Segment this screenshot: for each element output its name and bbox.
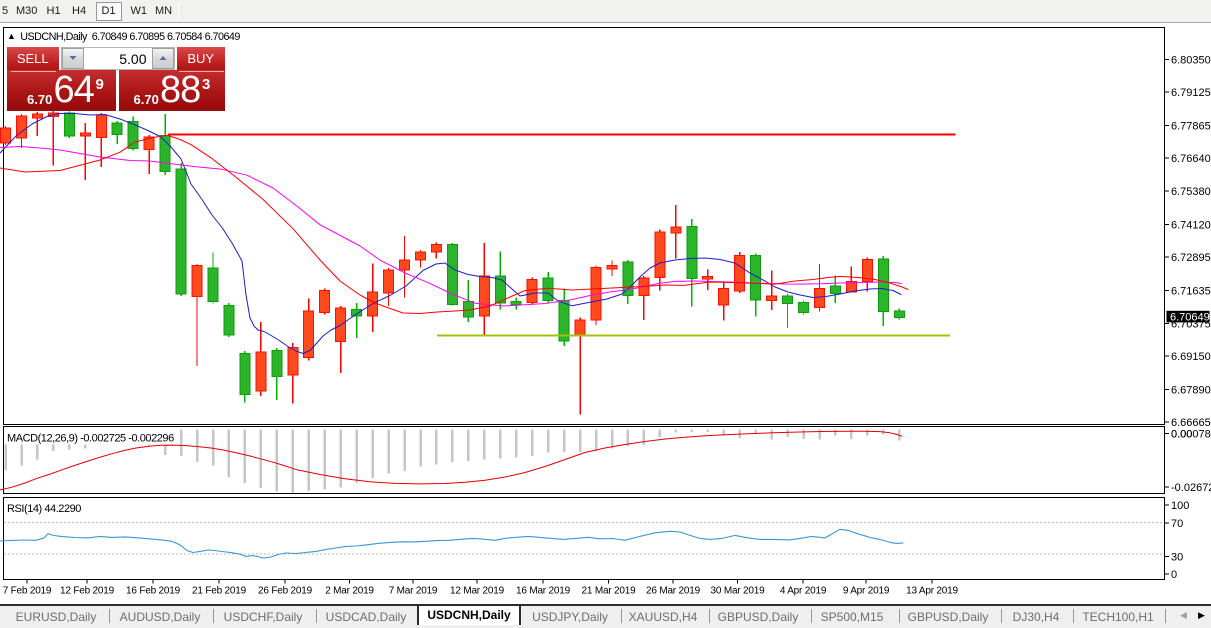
svg-text:2 Mar 2019: 2 Mar 2019: [325, 586, 374, 597]
svg-text:30 Mar 2019: 30 Mar 2019: [711, 586, 766, 597]
svg-text:6.77865: 6.77865: [1171, 120, 1211, 132]
svg-text:0.000782: 0.000782: [1171, 429, 1211, 441]
svg-text:6.67890: 6.67890: [1171, 385, 1211, 397]
svg-text:MACD(12,26,9) -0.002725 -0.002: MACD(12,26,9) -0.002725 -0.002296: [7, 433, 174, 445]
svg-text:16 Feb 2019: 16 Feb 2019: [126, 586, 181, 597]
svg-text:30: 30: [1171, 552, 1183, 564]
svg-text:7 Feb 2019: 7 Feb 2019: [3, 586, 52, 597]
svg-text:6.71635: 6.71635: [1171, 285, 1211, 297]
svg-text:26 Mar 2019: 26 Mar 2019: [646, 586, 701, 597]
svg-text:6.76640: 6.76640: [1171, 153, 1211, 165]
svg-text:100: 100: [1171, 500, 1189, 512]
svg-text:21 Feb 2019: 21 Feb 2019: [192, 586, 247, 597]
svg-text:6.72895: 6.72895: [1171, 252, 1211, 264]
svg-text:13 Apr 2019: 13 Apr 2019: [906, 586, 958, 597]
svg-text:6.75380: 6.75380: [1171, 186, 1211, 198]
svg-text:12 Feb 2019: 12 Feb 2019: [60, 586, 115, 597]
svg-text:6.66665: 6.66665: [1171, 417, 1211, 429]
svg-text:70: 70: [1171, 518, 1183, 530]
svg-text:6.80350: 6.80350: [1171, 55, 1211, 67]
svg-text:4 Apr 2019: 4 Apr 2019: [780, 586, 827, 597]
svg-text:RSI(14) 44.2290: RSI(14) 44.2290: [7, 503, 81, 515]
svg-text:6.69150: 6.69150: [1171, 351, 1211, 363]
svg-text:9 Apr 2019: 9 Apr 2019: [843, 586, 890, 597]
svg-text:0: 0: [1171, 569, 1177, 581]
svg-text:7 Mar 2019: 7 Mar 2019: [389, 586, 438, 597]
svg-text:6.79125: 6.79125: [1171, 87, 1211, 99]
svg-text:6.70649: 6.70649: [1170, 311, 1210, 323]
svg-text:16 Mar 2019: 16 Mar 2019: [516, 586, 571, 597]
svg-text:0.00: 0.00: [1171, 429, 1192, 441]
svg-text:21 Mar 2019: 21 Mar 2019: [582, 586, 637, 597]
svg-text:6.74120: 6.74120: [1171, 220, 1211, 232]
svg-text:26 Feb 2019: 26 Feb 2019: [258, 586, 313, 597]
svg-text:12 Mar 2019: 12 Mar 2019: [450, 586, 505, 597]
svg-text:-0.026721: -0.026721: [1171, 482, 1211, 494]
